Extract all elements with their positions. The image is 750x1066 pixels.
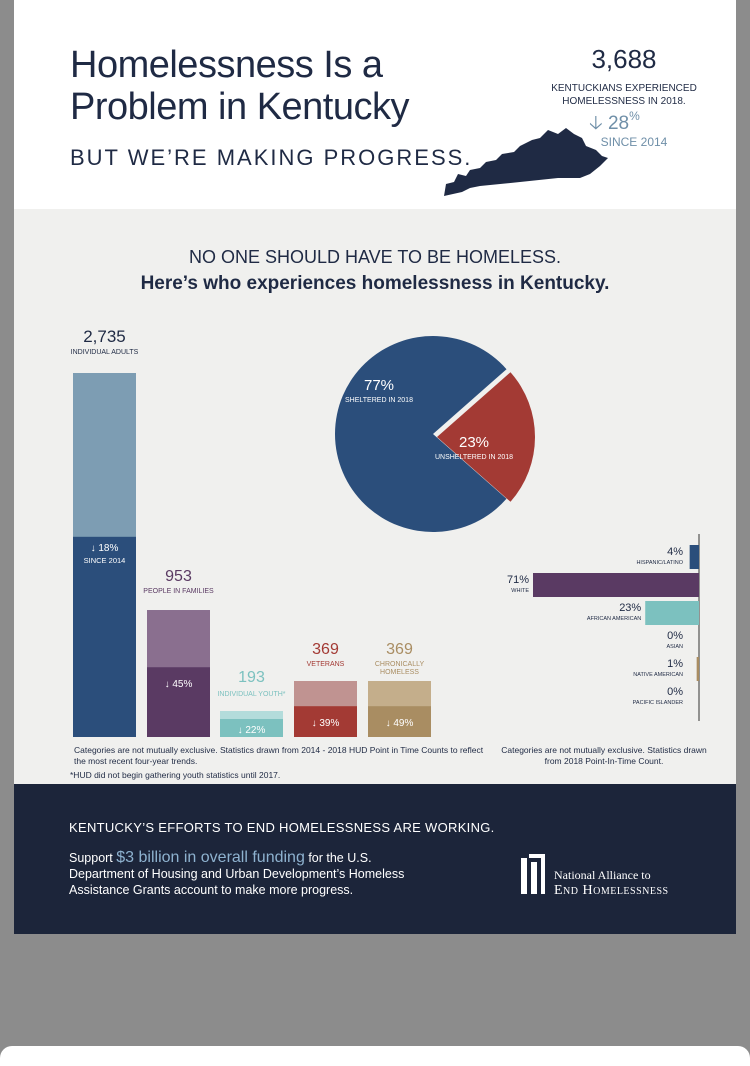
race-bar-0 — [689, 545, 699, 569]
total-change-unit: % — [629, 109, 640, 123]
race-category-label: AFRICAN AMERICAN — [586, 616, 642, 622]
footer-body: Support $3 billion in overall funding fo… — [69, 850, 439, 898]
bottom-sheet-edge — [0, 1046, 750, 1066]
page-subtitle: BUT WE’RE MAKING PROGRESS. — [70, 145, 473, 170]
bar-change-label: ↓ 18% — [90, 542, 119, 554]
page-title: Homelessness Is a Problem in Kentucky — [70, 44, 410, 128]
bar-change-label: ↓ 45% — [164, 679, 193, 691]
footer-body-post: for the U.S. Department of Housing and U… — [69, 851, 405, 897]
bar-category-label: CHRONICALLY HOMELESS — [374, 661, 425, 676]
funding-highlight: $3 billion in overall funding — [116, 849, 305, 866]
race-bar-4 — [696, 657, 699, 681]
race-bar-1 — [533, 573, 699, 597]
logo-line-2: End Homelessness — [554, 883, 669, 898]
race-bar-2 — [645, 601, 699, 625]
race-category-label: HISPANIC/LATINO — [636, 560, 683, 566]
pie-slice-1 — [437, 372, 535, 502]
race-value-label: 4% — [667, 546, 683, 558]
pie-value-label: 23% — [458, 434, 490, 451]
race-chart-note: Categories are not mutually exclusive. S… — [501, 745, 707, 766]
footer-headline: KENTUCKY’S EFFORTS TO END HOMELESSNESS A… — [69, 820, 495, 835]
total-change: 🡣 28% — [589, 109, 640, 141]
bar-chart-footnote: *HUD did not begin gathering youth stati… — [70, 770, 281, 780]
chart-section: NO ONE SHOULD HAVE TO BE HOMELESS. Here’… — [14, 209, 736, 784]
bar-decline-segment-2 — [220, 711, 283, 719]
bar-value-label: 2,735 — [83, 327, 126, 346]
section-headline: NO ONE SHOULD HAVE TO BE HOMELESS. — [188, 247, 562, 267]
bar-chart — [73, 373, 431, 737]
bar-decline-segment-3 — [294, 681, 357, 707]
race-value-label: 1% — [667, 658, 683, 670]
race-value-label: 23% — [619, 602, 642, 614]
bar-value-label: 369 — [312, 641, 339, 658]
bar-decline-segment-4 — [368, 681, 431, 707]
bar-decline-segment-0 — [73, 373, 136, 537]
total-homeless-caption: KENTUCKIANS EXPERIENCED HOMELESSNESS IN … — [551, 83, 697, 107]
bar-change-since-label: SINCE 2014 — [83, 555, 126, 565]
total-since-label: SINCE 2014 — [600, 135, 668, 149]
bar-decline-segment-1 — [147, 610, 210, 668]
bar-value-label: 369 — [386, 641, 413, 658]
section-subheadline: Here’s who experiences homelessness in K… — [140, 273, 610, 294]
bar-value-label: 953 — [165, 568, 192, 586]
pie-slice-0 — [335, 336, 507, 532]
bar-change-label: ↓ 22% — [237, 725, 266, 736]
race-value-label: 0% — [667, 686, 683, 698]
bar-category-label: INDIVIDUAL ADULTS — [70, 349, 139, 356]
footer-body-pre: Support — [69, 851, 117, 865]
race-category-label: PACIFIC ISLANDER — [632, 700, 683, 706]
footer-section: KENTUCKY’S EFFORTS TO END HOMELESSNESS A… — [14, 784, 736, 934]
race-value-label: 71% — [506, 574, 529, 586]
race-category-label: WHITE — [511, 588, 529, 594]
bar-change-label: ↓ 49% — [385, 718, 414, 730]
race-value-label: 0% — [667, 630, 683, 642]
pie-chart — [335, 336, 535, 532]
bar-category-label: VETERANS — [306, 661, 345, 668]
infographic-card: Homelessness Is a Problem in Kentucky BU… — [14, 0, 736, 934]
down-arrow-icon: 🡣 — [589, 113, 603, 134]
race-bar-chart — [533, 534, 700, 721]
bar-value-label: 193 — [238, 669, 265, 686]
header-section: Homelessness Is a Problem in Kentucky BU… — [14, 0, 736, 209]
pie-value-label: 77% — [363, 377, 395, 394]
race-category-label: NATIVE AMERICAN — [633, 672, 683, 678]
bar-category-label: PEOPLE IN FAMILIES — [143, 588, 214, 596]
total-homeless-count: 3,688 — [591, 44, 657, 74]
race-category-label: ASIAN — [666, 644, 683, 650]
pie-category-label: UNSHELTERED IN 2018 — [434, 454, 514, 461]
alliance-logo-icon — [521, 854, 545, 894]
bar-category-label: INDIVIDUAL YOUTH* — [217, 691, 286, 698]
bar-change-label: ↓ 39% — [311, 718, 340, 730]
logo-line-1: National Alliance to — [554, 868, 651, 882]
bar-chart-note: Categories are not mutually exclusive. S… — [74, 745, 484, 766]
alliance-logo-text: National Alliance to End Homelessness — [554, 868, 669, 899]
pie-category-label: SHELTERED IN 2018 — [345, 397, 413, 404]
total-change-value: 28 — [607, 113, 630, 134]
kentucky-map-icon — [444, 128, 608, 196]
